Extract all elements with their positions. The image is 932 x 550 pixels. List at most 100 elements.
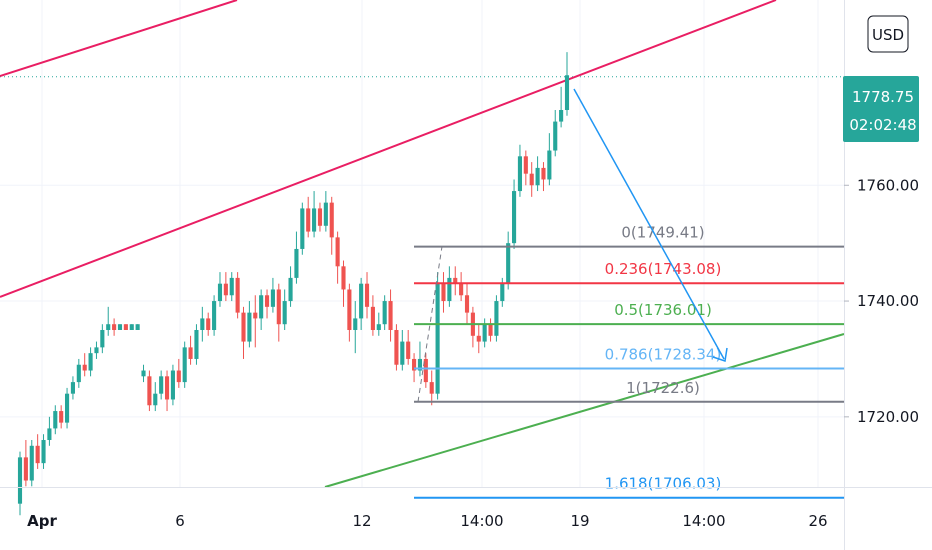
candle-body: [135, 324, 140, 330]
candle-body: [70, 382, 75, 394]
fib-level-label: 0.236(1743.08): [605, 260, 722, 278]
candle-body: [223, 283, 228, 296]
x-tick-label: 14:00: [460, 512, 503, 530]
candle-body: [347, 289, 352, 330]
candle-body: [123, 324, 128, 330]
y-tick-label: 1720.00: [857, 408, 919, 426]
candle-body: [559, 110, 564, 122]
candle-body: [153, 393, 158, 406]
candle-body: [523, 156, 528, 174]
candle-body: [317, 208, 323, 226]
candle-body: [376, 324, 381, 330]
candle-body: [435, 283, 440, 394]
fib-level-label: 1.618(1706.03): [605, 475, 722, 493]
fib-trend-line: [417, 246, 443, 402]
candle-body: [159, 376, 164, 394]
candle-body: [335, 237, 340, 267]
candle-body: [500, 283, 505, 302]
candle-body: [247, 312, 252, 342]
candle-body: [276, 289, 281, 325]
candle-body: [329, 202, 334, 238]
candle-body: [59, 411, 64, 423]
candle-body: [106, 324, 111, 330]
candle-body: [341, 266, 346, 290]
candle-body: [100, 330, 105, 348]
candlesticks: [17, 52, 570, 516]
candle-body: [182, 347, 187, 383]
candle-body: [264, 295, 270, 307]
price-scale-badges: USD 1778.75 02:02:48: [843, 15, 919, 142]
last-price-value: 1778.75: [852, 88, 914, 106]
candle-body: [429, 382, 434, 394]
candle-body: [217, 283, 223, 302]
candle-body: [417, 358, 423, 371]
candle-body: [164, 376, 170, 400]
currency-label[interactable]: USD: [872, 26, 904, 44]
candle-body: [29, 445, 34, 481]
candle-body: [282, 301, 287, 325]
x-tick-label: 14:00: [682, 512, 725, 530]
candle-body: [464, 295, 470, 313]
candle-body: [323, 202, 328, 226]
candle-body: [382, 301, 387, 325]
candle-body: [23, 457, 28, 481]
candle-body: [82, 364, 87, 371]
y-tick-label: 1760.00: [857, 176, 919, 194]
candle-body: [359, 283, 364, 319]
upper-channel-line: [0, 0, 238, 77]
candle-body: [235, 277, 240, 313]
candle-body: [194, 330, 199, 359]
candle-body: [447, 277, 452, 302]
candle-body: [241, 312, 246, 342]
bar-countdown: 02:02:48: [849, 116, 916, 134]
candle-body: [306, 208, 311, 232]
candle-body: [253, 312, 258, 319]
candle-body: [535, 167, 540, 186]
candle-body: [229, 277, 234, 296]
projection-arrow-line: [573, 88, 725, 360]
candle-body: [512, 191, 517, 244]
candle-body: [353, 318, 358, 330]
lower-channel-line: [0, 0, 777, 298]
fibonacci-retracement[interactable]: 0(1749.41) 0.236(1743.08) 0.5(1736.01) 0.78…: [414, 224, 844, 499]
candle-body: [412, 358, 417, 371]
candle-body: [517, 156, 523, 192]
candle-body: [94, 347, 99, 354]
candle-body: [400, 341, 405, 365]
fib-level-label: 0.5(1736.01): [614, 301, 712, 319]
x-tick-label: 12: [352, 512, 371, 530]
candle-body: [482, 324, 487, 342]
projection-arrow-head: [712, 347, 728, 362]
candle-body: [388, 301, 393, 330]
x-tick-label: 19: [570, 512, 589, 530]
fib-level-label: 0(1749.41): [621, 224, 704, 242]
candle-body: [17, 457, 23, 504]
candle-body: [312, 208, 317, 232]
grid-lines: [0, 0, 844, 487]
candle-body: [494, 301, 499, 336]
trendlines: [0, 0, 845, 488]
last-price-badge: [843, 76, 919, 142]
candle-body: [488, 324, 493, 336]
candle-body: [141, 370, 146, 377]
candle-body: [564, 75, 570, 110]
candle-body: [541, 167, 546, 180]
candle-body: [170, 370, 175, 400]
candle-body: [117, 324, 123, 330]
x-tick-label: 6: [175, 512, 185, 530]
currency-button[interactable]: [867, 15, 909, 53]
candle-body: [206, 318, 211, 330]
candle-body: [259, 295, 264, 319]
x-tick-label: 26: [808, 512, 827, 530]
candle-body: [212, 301, 217, 330]
candle-body: [506, 243, 511, 284]
candle-body: [129, 324, 134, 330]
candle-body: [529, 173, 534, 186]
candle-body: [112, 324, 117, 330]
fib-level-label: 1(1722.6): [626, 379, 700, 397]
candle-body: [188, 347, 193, 359]
support-trendline: [324, 333, 845, 488]
candle-body: [64, 393, 70, 423]
